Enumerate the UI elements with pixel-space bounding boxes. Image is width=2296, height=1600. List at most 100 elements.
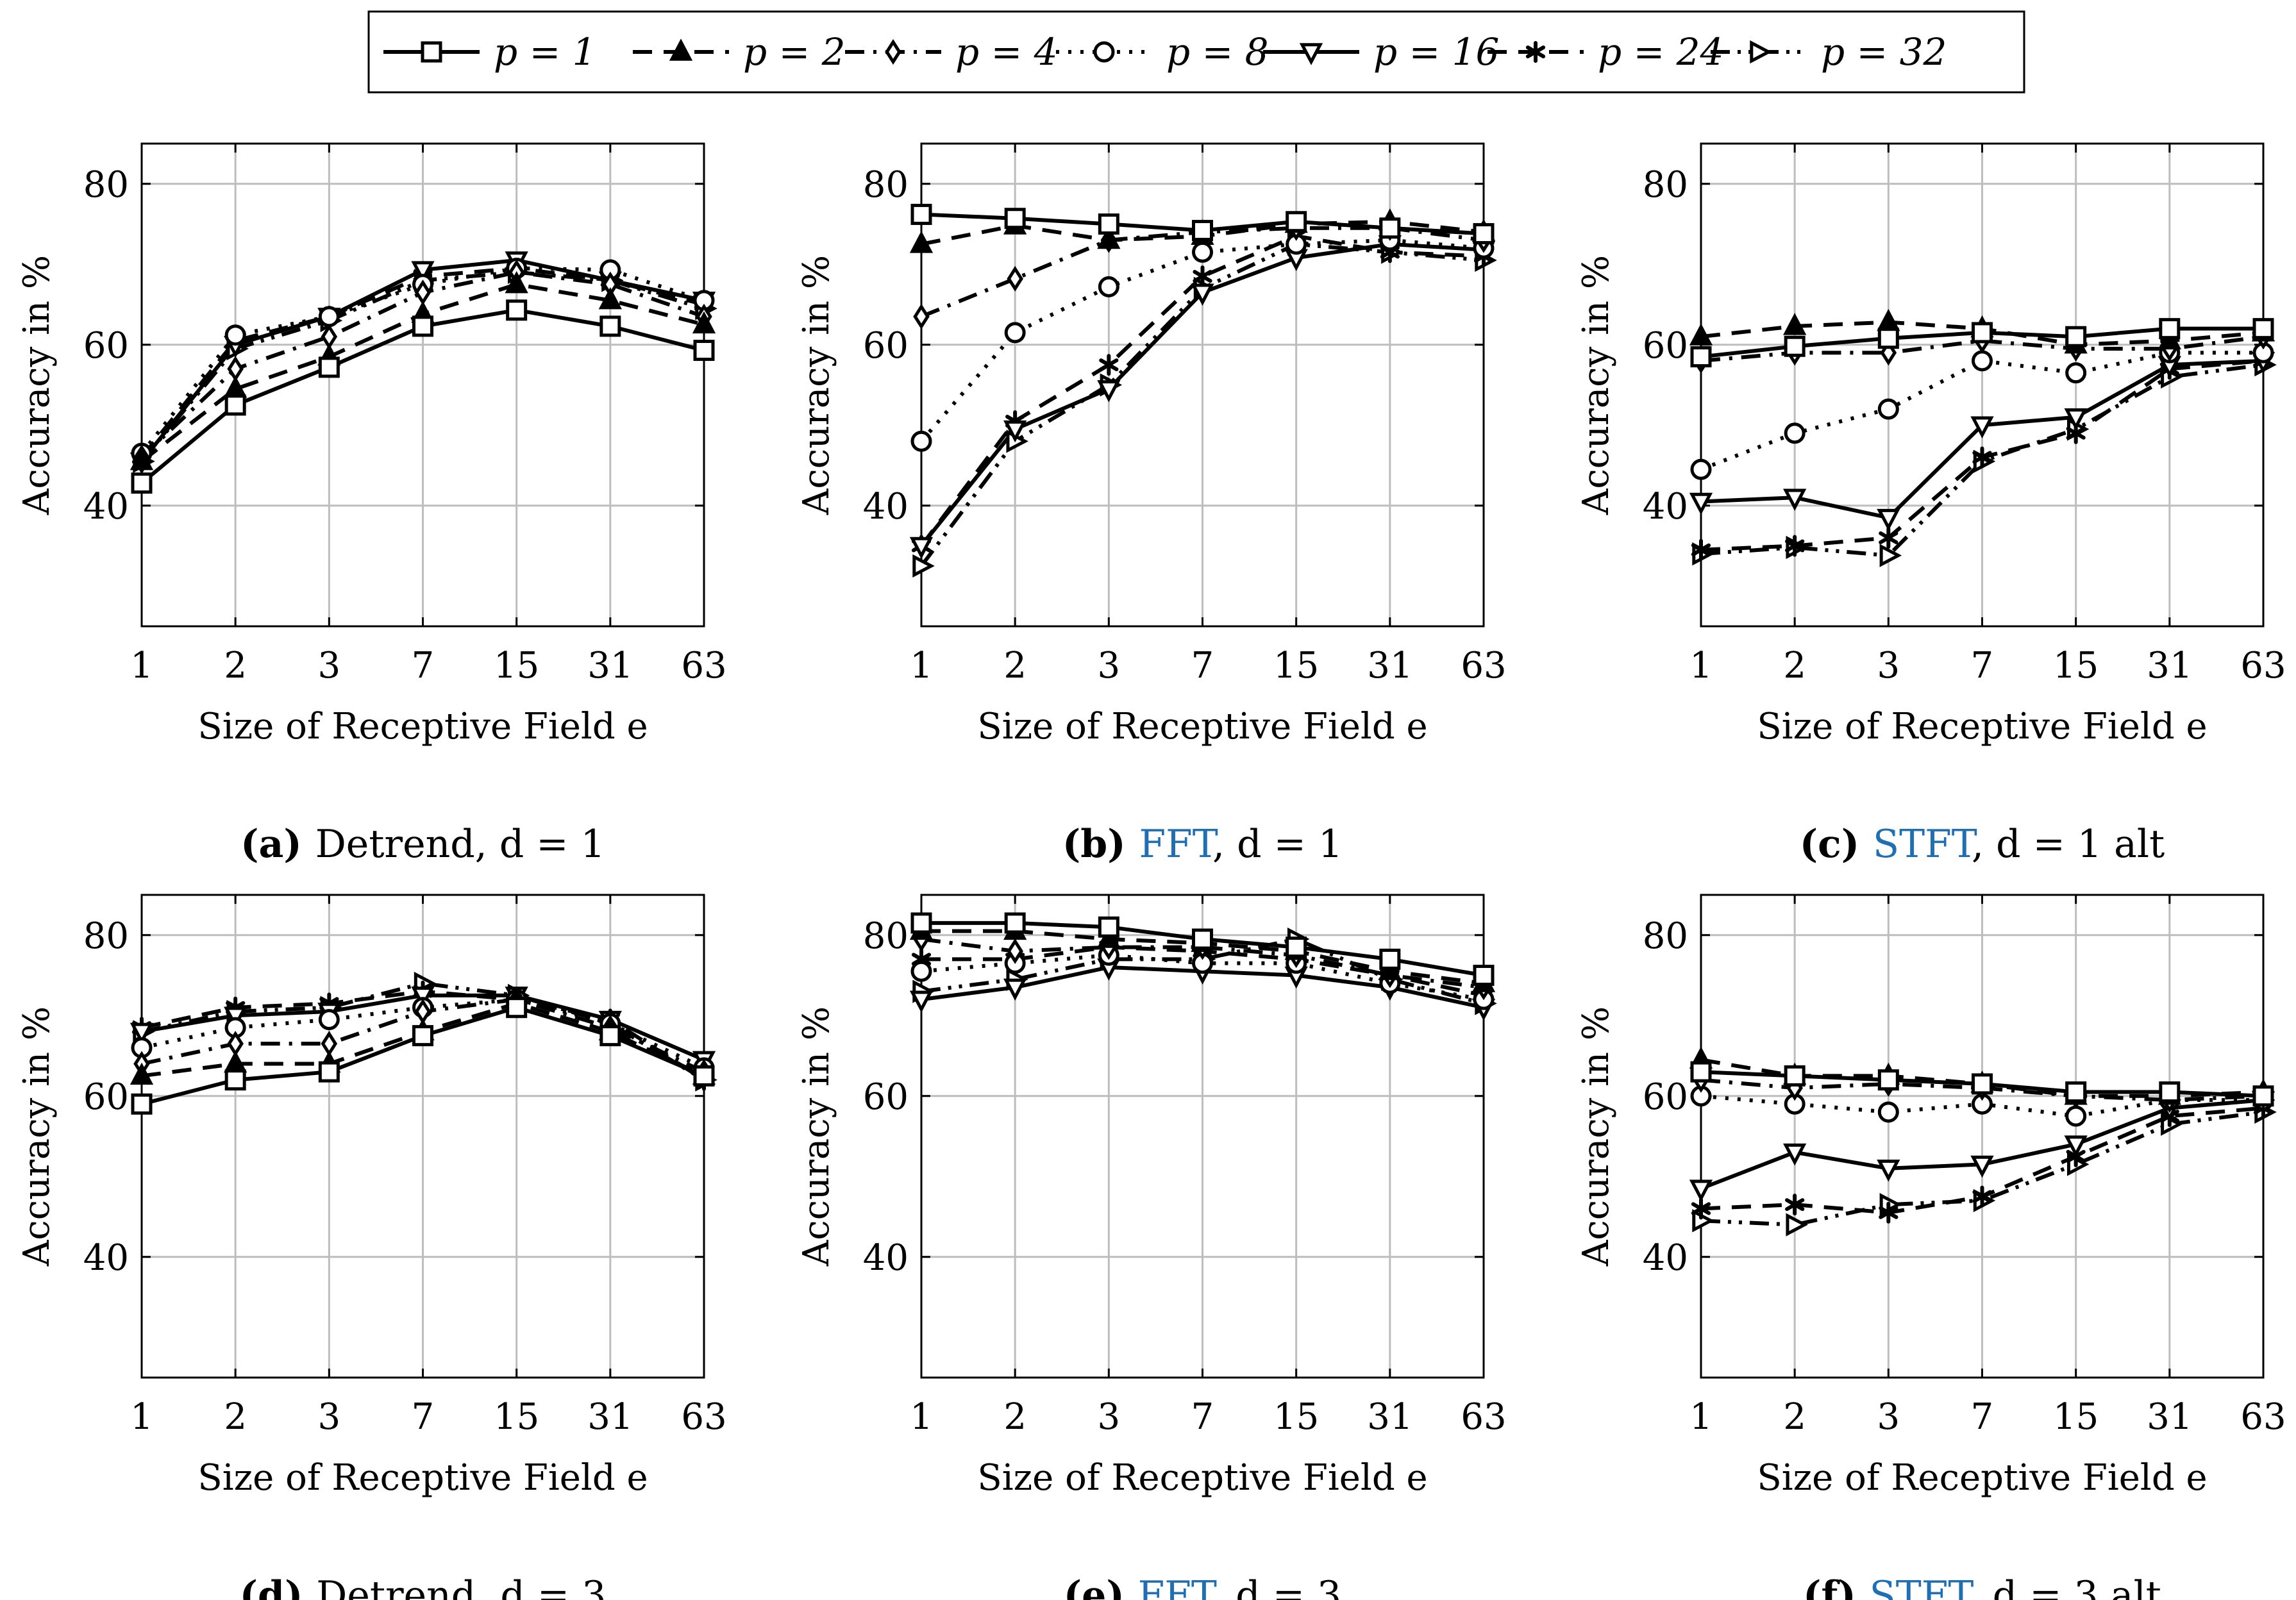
legend-label: p = 16 bbox=[1373, 30, 1499, 74]
data-point-triangle-down-marker bbox=[1783, 488, 1807, 511]
data-point-star-marker bbox=[1972, 1185, 1992, 1208]
data-point-triangle-down-marker bbox=[1689, 1179, 1713, 1202]
panel-e: 1 2 3 7 15 31 63 40 60 80 Size of Receptive Field … bbox=[796, 894, 1507, 1600]
x-tick-label: 2 bbox=[224, 1396, 247, 1438]
x-axis-label: Size of Receptive Field e bbox=[977, 706, 1427, 747]
data-point-square-marker bbox=[2252, 1085, 2274, 1107]
caption-method[interactable]: STFT bbox=[1873, 822, 1977, 867]
data-point-square-marker bbox=[1473, 965, 1495, 986]
legend-label: p = 2 bbox=[743, 30, 846, 74]
data-point-square-marker bbox=[1098, 213, 1119, 235]
data-point-triangle-right-marker bbox=[1879, 544, 1902, 567]
x-tick-label: 1 bbox=[910, 645, 933, 687]
data-point-diamond-marker bbox=[1007, 938, 1023, 964]
data-point-triangle-down-marker bbox=[2064, 1135, 2088, 1158]
y-tick-label: 80 bbox=[83, 915, 129, 957]
y-tick-label: 80 bbox=[863, 164, 909, 206]
caption-method[interactable]: FFT bbox=[1138, 1573, 1217, 1600]
x-axis-label: Size of Receptive Field e bbox=[197, 1457, 648, 1499]
legend-triangle-down-marker bbox=[1299, 43, 1323, 65]
legend-label: p = 32 bbox=[1821, 30, 1947, 74]
data-point-triangle-up-marker bbox=[1097, 226, 1121, 249]
x-tick-label: 1 bbox=[130, 1396, 153, 1438]
data-point-circle-marker bbox=[910, 960, 932, 982]
data-point-square-marker bbox=[131, 472, 153, 494]
x-tick-label: 15 bbox=[2053, 1396, 2099, 1438]
data-point-square-marker bbox=[1784, 1065, 1806, 1087]
caption-method[interactable]: FFT bbox=[1139, 822, 1218, 867]
data-point-triangle-down-marker bbox=[130, 1022, 154, 1046]
data-point-triangle-up-marker bbox=[1783, 313, 1807, 335]
panels: 1 2 3 7 15 31 63 40 60 80 Size of Receptive Field … bbox=[16, 142, 2286, 1600]
legend-label: p = 1 bbox=[494, 30, 596, 74]
data-point-square-marker bbox=[1098, 916, 1119, 938]
data-point-circle-marker bbox=[1877, 1101, 1899, 1123]
data-point-circle-marker bbox=[2065, 1105, 2087, 1127]
panel-caption: (a) Detrend, d = 1 bbox=[240, 822, 605, 867]
data-point-square-marker bbox=[412, 1025, 433, 1047]
caption-letter: (c) bbox=[1800, 822, 1873, 867]
data-point-triangle-down-marker bbox=[411, 987, 435, 1009]
data-point-triangle-down-marker bbox=[909, 990, 934, 1013]
data-point-star-marker bbox=[1879, 1201, 1898, 1224]
data-point-triangle-down-marker bbox=[411, 261, 435, 283]
data-point-circle-marker bbox=[1004, 322, 1026, 344]
data-point-square-marker bbox=[1972, 322, 1993, 344]
y-tick-label: 40 bbox=[1643, 486, 1688, 528]
x-tick-label: 7 bbox=[1191, 645, 1214, 687]
data-point-diamond-marker bbox=[913, 303, 930, 329]
x-tick-label: 3 bbox=[318, 645, 341, 687]
data-point-square-marker bbox=[1877, 328, 1899, 349]
x-tick-label: 1 bbox=[1689, 645, 1713, 687]
data-point-square-marker bbox=[506, 299, 528, 321]
data-point-circle-marker bbox=[1877, 398, 1899, 420]
caption-letter: (e) bbox=[1064, 1573, 1138, 1600]
data-point-square-marker bbox=[1877, 1069, 1899, 1091]
legend-square-marker bbox=[421, 41, 442, 63]
data-point-triangle-up-marker bbox=[1689, 323, 1713, 346]
legend: p = 1 p = 2 p = 4 p = 8 p = 16 p = 24 p = 32 bbox=[367, 10, 2025, 94]
data-point-square-marker bbox=[693, 1065, 715, 1087]
caption-method: Detrend bbox=[315, 822, 475, 867]
data-point-square-marker bbox=[599, 315, 621, 337]
x-tick-label: 15 bbox=[1273, 645, 1319, 687]
data-point-triangle-down-marker bbox=[1097, 380, 1121, 403]
caption-method[interactable]: STFT bbox=[1870, 1573, 1974, 1600]
data-point-square-marker bbox=[1004, 912, 1026, 934]
x-tick-label: 2 bbox=[1783, 1396, 1806, 1438]
data-point-triangle-up-marker bbox=[224, 376, 247, 398]
data-point-triangle-up-marker bbox=[909, 231, 934, 253]
data-point-square-marker bbox=[224, 394, 246, 416]
data-point-triangle-down-marker bbox=[1970, 416, 1994, 439]
legend-label: p = 24 bbox=[1598, 30, 1723, 74]
x-tick-label: 63 bbox=[2240, 1396, 2286, 1438]
data-point-star-marker bbox=[1785, 535, 1805, 557]
caption-params: , d = 3 bbox=[476, 1573, 606, 1600]
data-point-square-marker bbox=[318, 1061, 340, 1083]
data-point-triangle-down-marker bbox=[1783, 1143, 1807, 1166]
legend-label: p = 4 bbox=[955, 30, 1058, 74]
x-tick-label: 2 bbox=[1783, 645, 1806, 687]
data-point-square-marker bbox=[2065, 1081, 2087, 1103]
data-point-circle-marker bbox=[224, 324, 246, 346]
y-tick-label: 60 bbox=[1643, 1076, 1688, 1118]
data-point-triangle-down-marker bbox=[1877, 1160, 1900, 1182]
caption-letter: (a) bbox=[240, 822, 315, 867]
x-tick-label: 7 bbox=[1971, 645, 1994, 687]
x-tick-label: 31 bbox=[2147, 1396, 2192, 1438]
data-point-square-marker bbox=[1379, 217, 1401, 239]
x-tick-label: 31 bbox=[1367, 645, 1412, 687]
data-point-triangle-down-marker bbox=[1970, 1155, 1994, 1178]
y-axis-label: Accuracy in % bbox=[796, 1006, 837, 1267]
y-tick-label: 80 bbox=[1643, 915, 1688, 957]
x-tick-label: 31 bbox=[2147, 645, 2192, 687]
data-point-triangle-down-marker bbox=[1003, 978, 1027, 1001]
data-point-square-marker bbox=[506, 997, 528, 1019]
x-tick-label: 7 bbox=[1191, 1396, 1214, 1438]
y-tick-label: 40 bbox=[83, 486, 129, 528]
data-point-star-marker bbox=[1879, 526, 1898, 549]
y-tick-label: 60 bbox=[83, 325, 129, 367]
data-point-square-marker bbox=[1972, 1073, 1993, 1095]
data-point-square-marker bbox=[1379, 948, 1401, 970]
